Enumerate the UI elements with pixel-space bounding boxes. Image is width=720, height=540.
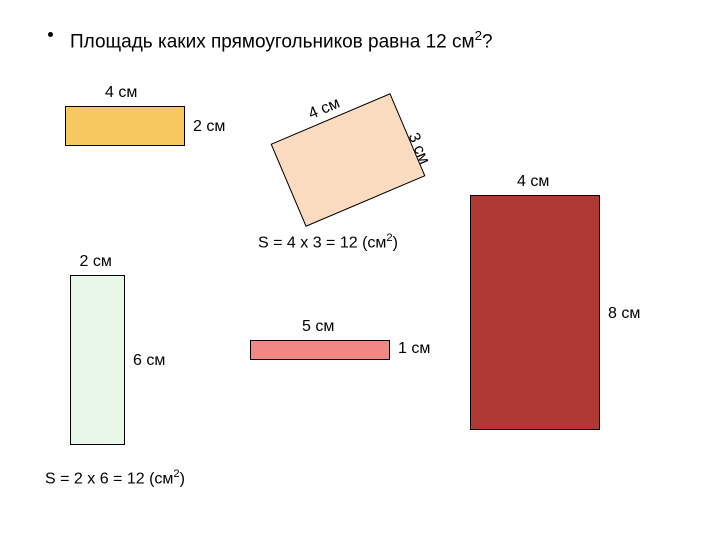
rect1-top-label: 4 см [105,84,137,102]
rect5-side-label: 8 см [608,305,640,323]
rect3-side-label: 6 см [133,352,165,370]
bullet-icon [48,32,53,37]
rect2-formula-before: S = 4 х 3 = 12 (см [258,234,386,251]
rect1-side-label: 2 см [193,118,225,136]
rect-green-2x6 [70,275,125,445]
question-text: Площадь каких прямоугольников равна 12 с… [70,28,493,53]
rect4-side-label: 1 см [398,340,430,358]
rect3-formula-before: S = 2 х 6 = 12 (см [45,470,173,487]
rect3-formula: S = 2 х 6 = 12 (см2) [45,468,185,488]
rect2-formula: S = 4 х 3 = 12 (см2) [258,232,398,252]
rect3-top-label: 2 см [80,253,112,271]
question-after: ? [482,31,493,52]
rect3-formula-after: ) [180,470,185,487]
question-sup: 2 [475,28,482,43]
question-before: Площадь каких прямоугольников равна 12 с… [70,31,475,52]
rect4-top-label: 5 см [302,318,334,336]
rect-yellow-4x2 [65,106,185,146]
rect-rotated-group: 4 см 3 см [271,93,426,227]
rect2-formula-after: ) [393,234,398,251]
rect5-top-label: 4 см [517,173,549,191]
rect-peach-4x3 [271,93,426,227]
rect-salmon-5x1 [250,340,390,360]
rect-darkred-4x8 [470,195,600,430]
